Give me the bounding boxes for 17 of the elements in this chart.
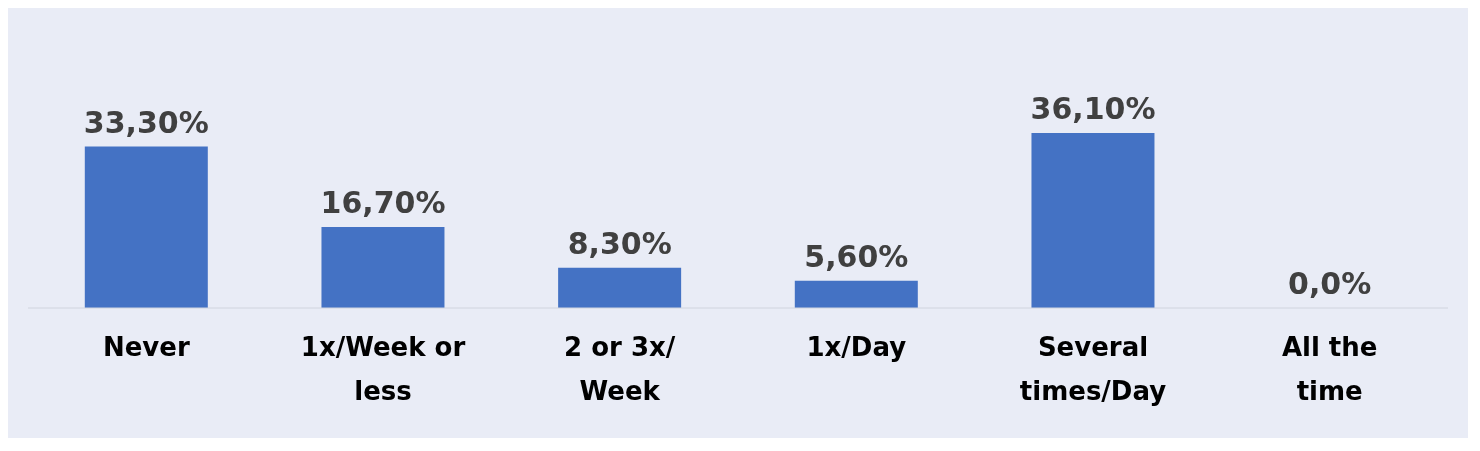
bar (321, 227, 445, 308)
x-tick-label: 2 or 3x/ Week (564, 332, 676, 406)
data-label: 33,30% (83, 104, 209, 140)
data-label: 8,30% (567, 225, 672, 261)
x-tick-label: 1x/Week or less (300, 332, 466, 406)
bar (558, 267, 682, 308)
bar (1031, 133, 1155, 308)
bar (794, 280, 918, 308)
data-label: 36,10% (1030, 91, 1156, 126)
x-tick-label: Never (102, 332, 190, 362)
data-label: 5,60% (804, 238, 909, 274)
data-label: 16,70% (320, 185, 446, 221)
bar (84, 146, 208, 308)
x-tick-label: All the time (1281, 332, 1378, 406)
x-tick-label: 1x/Day (806, 332, 907, 362)
x-tick-label: Several times/Day (1019, 332, 1167, 406)
data-label: 0,0% (1288, 266, 1372, 301)
